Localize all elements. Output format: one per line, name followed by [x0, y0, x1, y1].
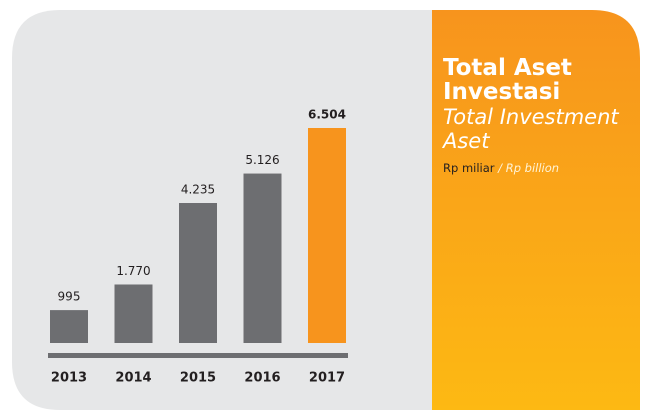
bar — [114, 284, 153, 343]
value-label: 6.504 — [308, 108, 346, 122]
baseline — [48, 353, 348, 358]
value-label: 5.126 — [245, 153, 279, 167]
unit-line: Rp miliar / Rp billion — [443, 161, 633, 175]
side-text: Total Aset Investasi Total Investment As… — [443, 56, 633, 175]
x-tick-label: 2014 — [115, 371, 151, 386]
x-tick-label: 2015 — [180, 371, 216, 386]
bar — [50, 310, 88, 343]
chart-subtitle: Total Investment Aset — [443, 105, 619, 153]
chart-panel — [12, 10, 440, 410]
unit: Rp miliar — [443, 161, 495, 175]
chart-title: Total Aset Investasi — [443, 55, 572, 105]
value-label: 1.770 — [116, 264, 150, 278]
side-panel — [432, 10, 640, 410]
x-tick-label: 2017 — [309, 371, 345, 386]
bar — [308, 128, 346, 343]
x-tick-label: 2016 — [244, 371, 280, 386]
unit-en: Rp billion — [505, 161, 560, 175]
unit-separator: / — [498, 161, 503, 175]
value-label: 995 — [58, 290, 81, 304]
bar — [179, 203, 217, 343]
value-label: 4.235 — [181, 183, 215, 197]
x-tick-label: 2013 — [51, 371, 87, 386]
bar — [243, 173, 282, 343]
